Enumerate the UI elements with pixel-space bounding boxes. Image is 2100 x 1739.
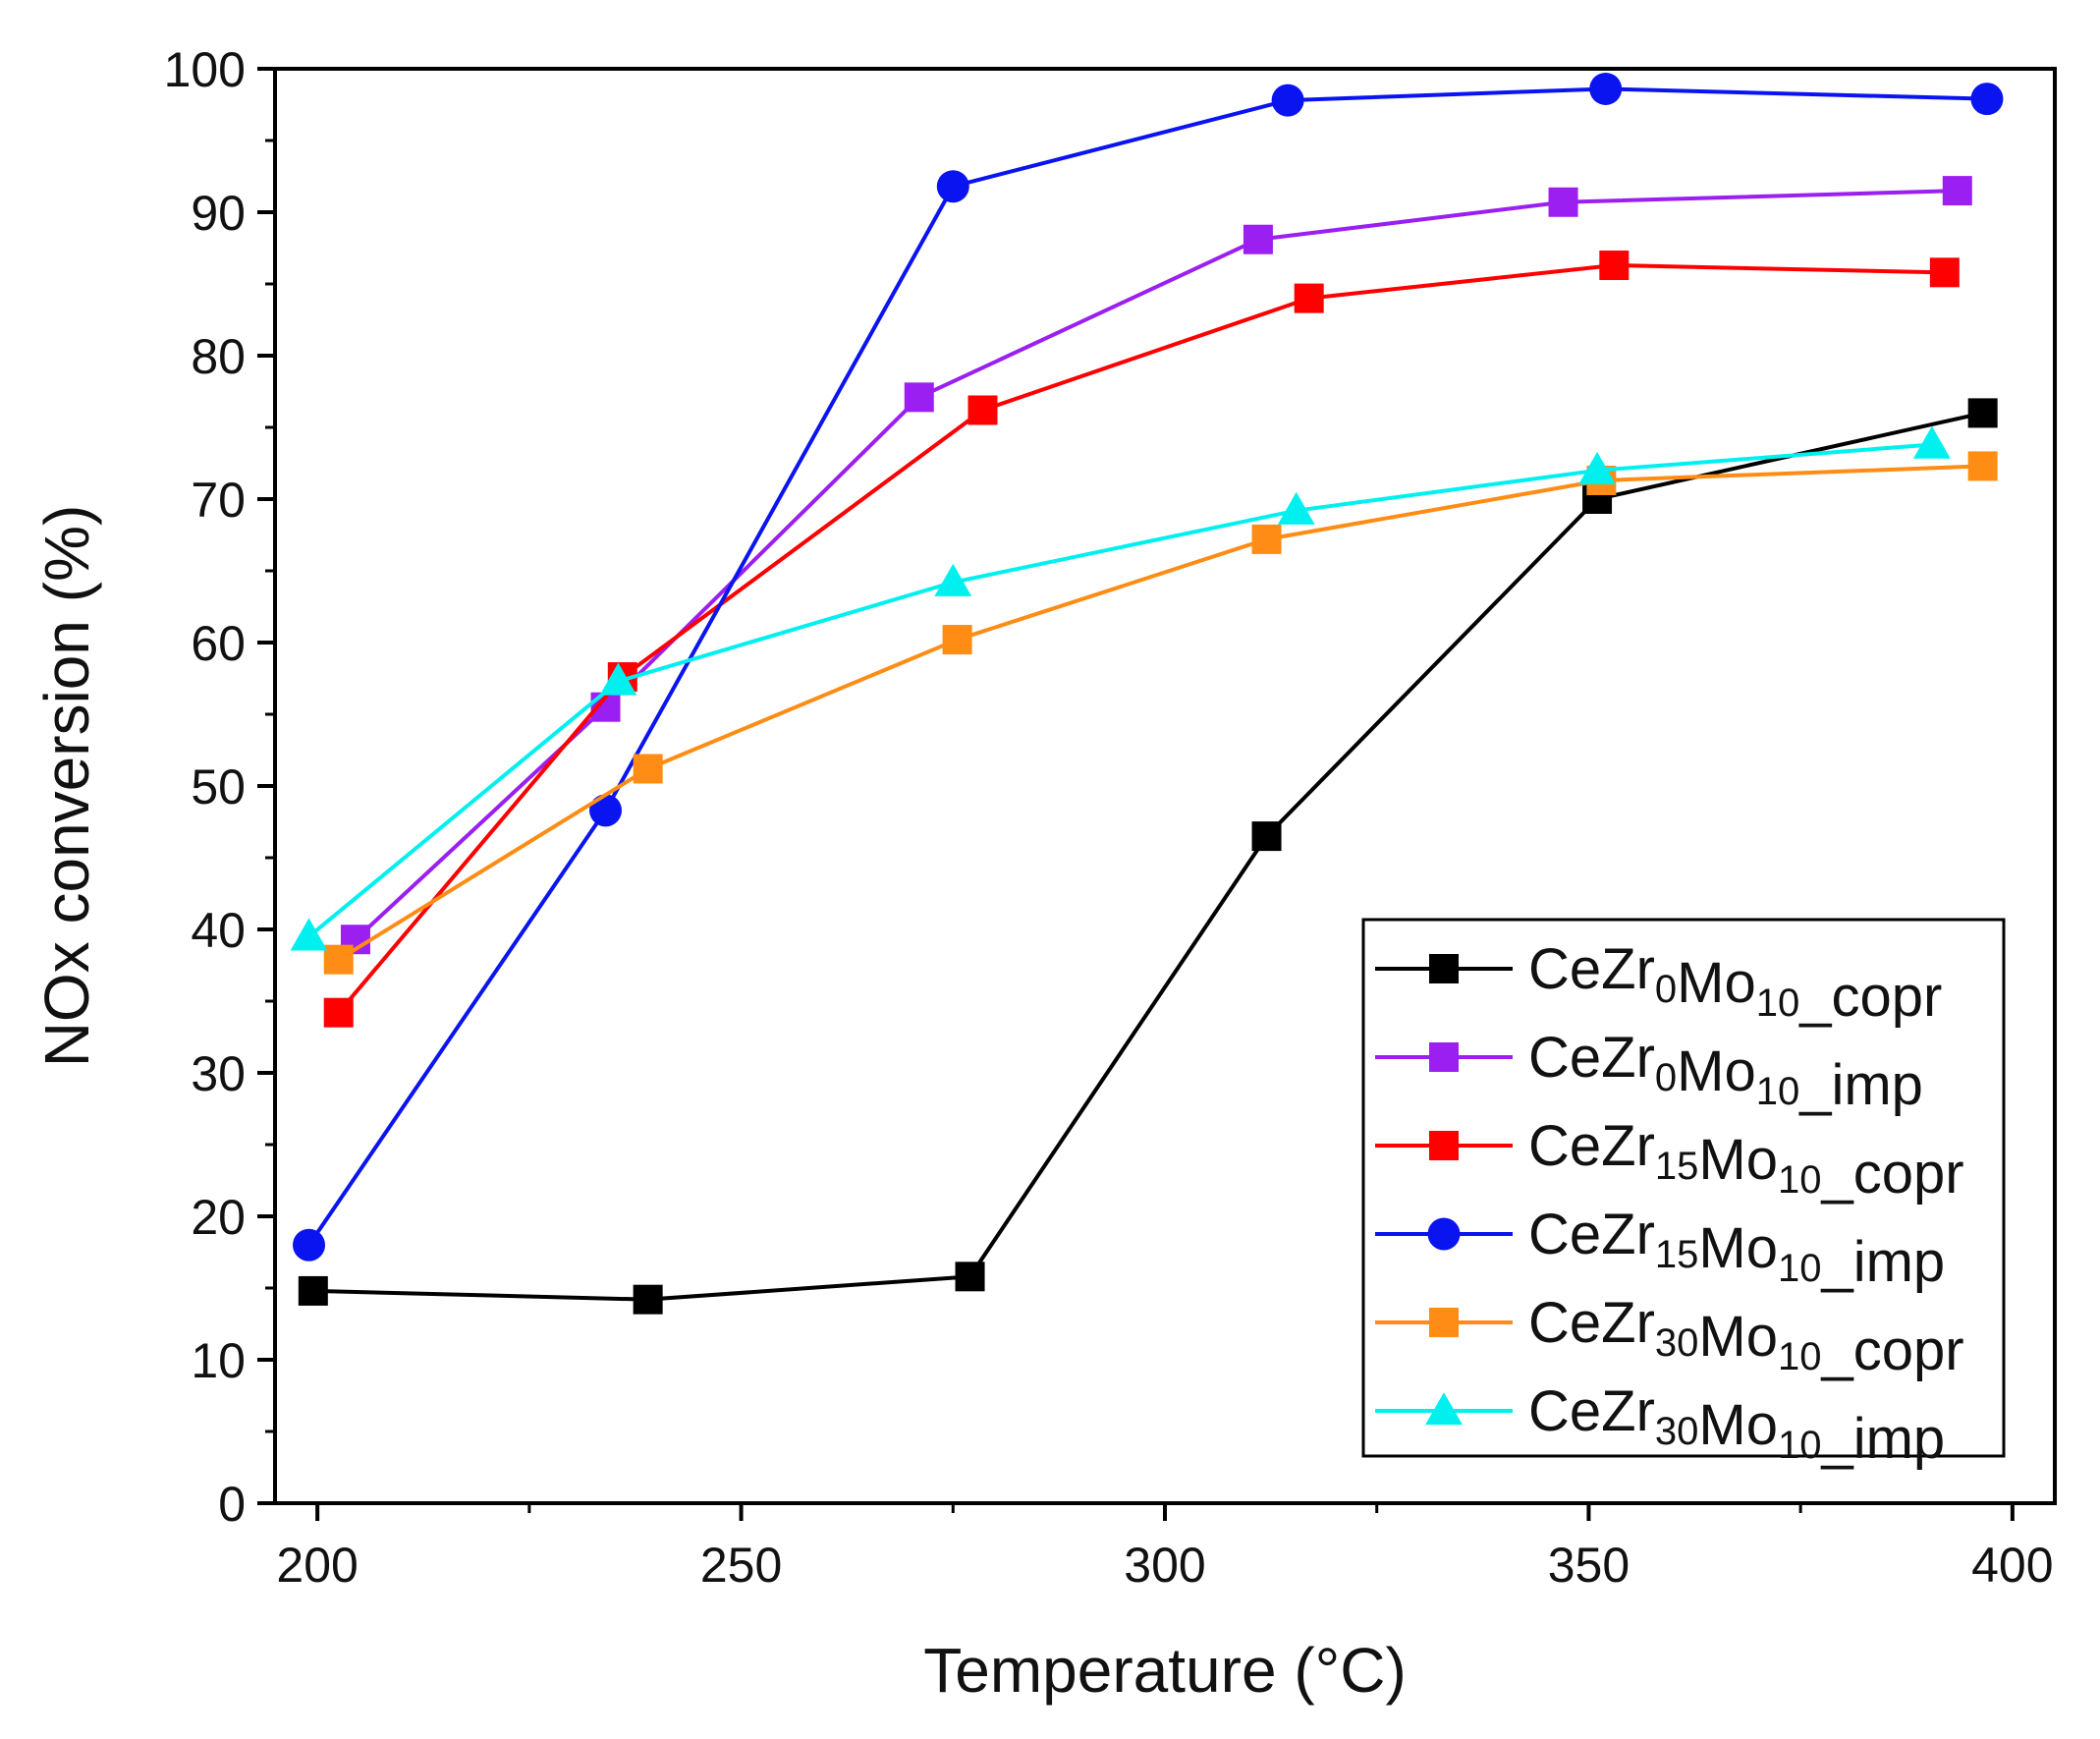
legend-item: CeZr0Mo10_imp <box>1375 1026 1923 1117</box>
data-point <box>323 997 354 1028</box>
legend-label: CeZr0Mo10_copr <box>1528 937 1942 1029</box>
data-point <box>942 625 972 655</box>
y-tick-label: 20 <box>191 1190 246 1245</box>
legend-label: CeZr15Mo10_copr <box>1528 1114 1964 1206</box>
x-tick-label: 200 <box>276 1538 358 1593</box>
data-point <box>633 1284 663 1315</box>
legend-marker <box>1429 1042 1459 1072</box>
data-point <box>1589 72 1623 105</box>
y-tick-label: 0 <box>218 1477 246 1532</box>
y-tick-label: 50 <box>191 759 246 814</box>
data-point <box>1548 187 1578 217</box>
y-tick-label: 60 <box>191 616 246 671</box>
data-point <box>589 794 623 827</box>
data-point <box>1578 451 1616 484</box>
x-axis-title: Temperature (°C) <box>923 1635 1407 1706</box>
x-tick-label: 400 <box>1971 1538 2053 1593</box>
legend-marker <box>1429 1308 1459 1337</box>
y-tick-label: 10 <box>191 1333 246 1388</box>
legend-item: CeZr30Mo10_copr <box>1375 1291 1964 1382</box>
data-point <box>936 170 969 203</box>
data-point <box>967 395 998 425</box>
data-point <box>1912 425 1951 459</box>
series-line <box>337 464 1983 962</box>
series-line <box>306 86 1988 1247</box>
legend: CeZr0Mo10_coprCeZr0Mo10_impCeZr15Mo10_co… <box>1361 918 2006 1471</box>
data-point <box>1251 524 1282 554</box>
series-CeZr30Mo10_imp <box>290 425 1951 951</box>
data-point <box>1970 83 2004 116</box>
legend-item: CeZr30Mo10_imp <box>1375 1379 1945 1471</box>
legend-marker <box>1429 954 1459 983</box>
x-tick-label: 350 <box>1548 1538 1630 1593</box>
legend-label: CeZr15Mo10_imp <box>1528 1203 1945 1294</box>
data-point <box>1277 491 1315 525</box>
y-axis-title: NOx conversion (%) <box>31 505 102 1068</box>
x-tick-label: 300 <box>1124 1538 1205 1593</box>
series-line <box>312 411 1984 1302</box>
series-line <box>337 263 1945 1014</box>
legend-item: CeZr0Mo10_copr <box>1375 937 1942 1029</box>
y-tick-label: 70 <box>191 473 246 528</box>
data-point <box>298 1275 328 1306</box>
y-tick-label: 80 <box>191 329 246 384</box>
legend-label: CeZr0Mo10_imp <box>1528 1026 1923 1117</box>
data-point <box>323 944 354 975</box>
x-tick-label: 250 <box>700 1538 782 1593</box>
plot-series <box>290 72 2004 1315</box>
data-point <box>1243 224 1273 254</box>
y-tick-label: 100 <box>164 42 246 97</box>
legend-marker <box>1427 1217 1461 1251</box>
y-tick-label: 40 <box>191 903 246 958</box>
legend-item: CeZr15Mo10_copr <box>1375 1114 1964 1206</box>
data-point <box>1599 251 1630 281</box>
legend-label: CeZr30Mo10_imp <box>1528 1379 1945 1471</box>
data-point <box>1967 398 1998 428</box>
y-tick-label: 90 <box>191 186 246 241</box>
data-point <box>599 662 637 696</box>
series-line <box>307 442 1933 938</box>
data-point <box>1271 84 1304 117</box>
y-tick-label: 30 <box>191 1046 246 1101</box>
data-point <box>1294 283 1324 313</box>
axes: 0 10 20 30 40 50 60 70 80 90 100 200 250 300 350 400 <box>164 42 2057 1593</box>
legend-label: CeZr30Mo10_copr <box>1528 1291 1964 1382</box>
data-point <box>290 918 328 951</box>
series-CeZr0Mo10_copr <box>298 398 1998 1315</box>
legend-marker <box>1429 1131 1459 1160</box>
data-point <box>934 563 972 596</box>
legend-item: CeZr15Mo10_imp <box>1375 1203 1945 1294</box>
data-point <box>904 382 934 413</box>
data-point <box>1967 451 1998 481</box>
data-point <box>633 754 663 784</box>
legend-box <box>1361 918 2006 1458</box>
data-point <box>1929 257 1960 288</box>
data-point <box>293 1228 326 1262</box>
data-point <box>1251 821 1282 852</box>
legend-marker <box>1425 1392 1463 1426</box>
series-CeZr15Mo10_imp <box>293 72 2004 1262</box>
data-point <box>955 1262 985 1292</box>
data-point <box>1942 176 1972 206</box>
